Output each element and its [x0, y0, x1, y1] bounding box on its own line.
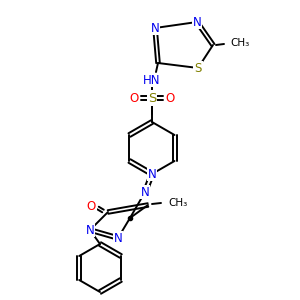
Text: S: S [148, 92, 156, 104]
Text: O: O [129, 92, 139, 104]
Text: HN: HN [143, 74, 161, 86]
Text: N: N [85, 224, 94, 236]
Text: CH₃: CH₃ [168, 198, 187, 208]
Text: O: O [86, 200, 96, 214]
Text: N: N [148, 167, 156, 181]
Text: CH₃: CH₃ [230, 38, 249, 48]
Text: O: O [165, 92, 175, 104]
Text: S: S [194, 61, 202, 74]
Text: N: N [193, 16, 201, 28]
Text: N: N [151, 22, 159, 34]
Text: N: N [141, 185, 149, 199]
Text: N: N [114, 232, 122, 244]
